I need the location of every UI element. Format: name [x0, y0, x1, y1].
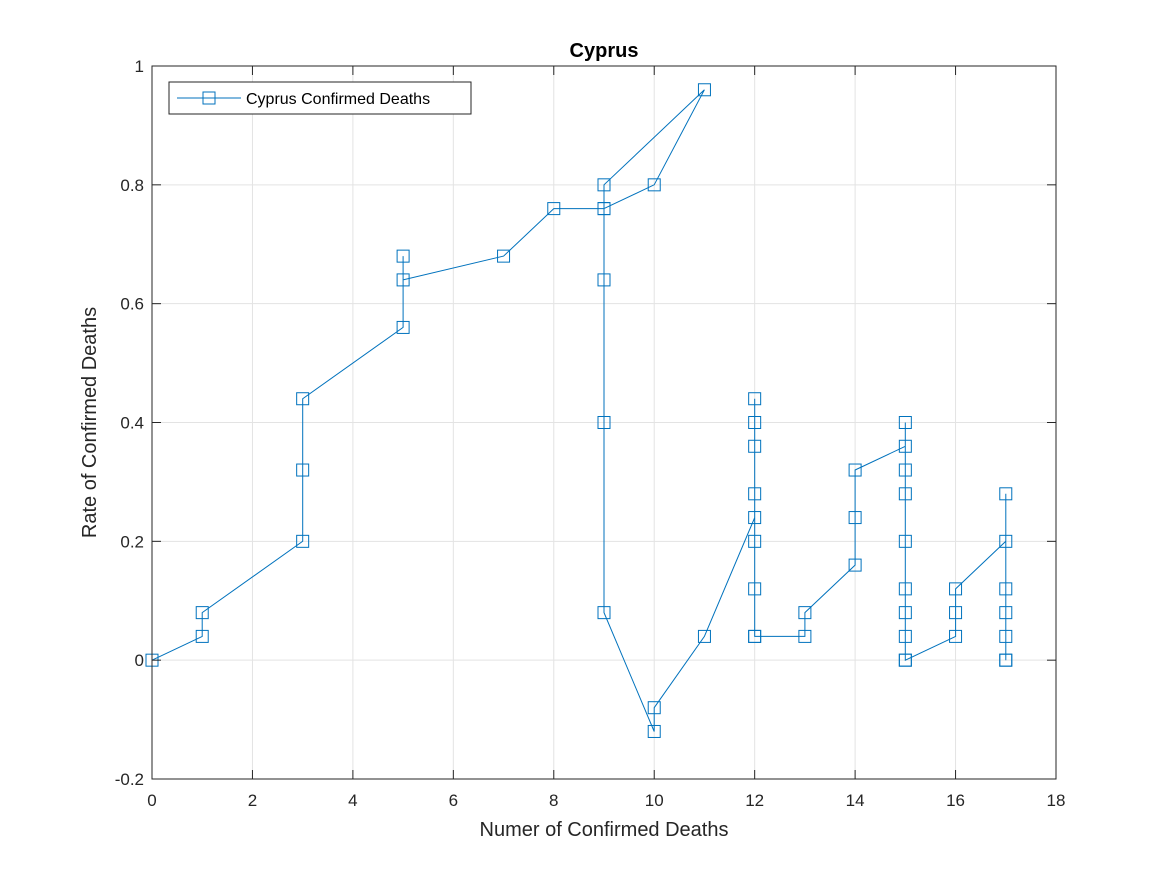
x-tick-label: 6 — [449, 791, 458, 810]
data-point — [848, 463, 862, 477]
y-tick-label: 0 — [135, 651, 144, 670]
data-point — [949, 629, 963, 643]
legend: Cyprus Confirmed Deaths — [168, 81, 472, 115]
x-tick-label: 2 — [248, 791, 257, 810]
x-tick-label: 14 — [846, 791, 865, 810]
data-point — [597, 606, 611, 620]
data-point — [999, 487, 1013, 501]
data-point — [999, 534, 1013, 548]
data-point — [898, 416, 912, 429]
data-point — [647, 724, 661, 738]
data-point — [748, 439, 762, 453]
data-point — [999, 606, 1013, 620]
data-point — [296, 534, 310, 548]
x-tick-label: 8 — [549, 791, 558, 810]
data-point — [798, 606, 812, 620]
data-point — [898, 487, 912, 501]
data-point — [848, 511, 862, 525]
data-point — [647, 178, 661, 192]
data-point — [949, 582, 963, 596]
data-point — [798, 629, 812, 643]
legend-marker — [202, 91, 216, 105]
data-point — [296, 463, 310, 477]
series-line — [151, 89, 1007, 732]
legend-label: Cyprus Confirmed Deaths — [246, 91, 430, 108]
x-axis-label: Numer of Confirmed Deaths — [480, 819, 729, 841]
data-point — [748, 629, 762, 643]
data-point — [597, 178, 611, 192]
data-point — [597, 273, 611, 287]
data-point — [848, 558, 862, 572]
series-layer — [145, 83, 1013, 738]
y-tick-label: 1 — [135, 57, 144, 76]
data-point — [396, 320, 410, 334]
chart-title: Cyprus — [570, 40, 639, 62]
y-axis-label: Rate of Confirmed Deaths — [79, 307, 101, 538]
data-point — [597, 416, 611, 429]
x-tick-label: 10 — [645, 791, 664, 810]
data-point — [647, 701, 661, 715]
data-point — [195, 606, 209, 620]
data-point — [748, 392, 762, 406]
data-point — [999, 653, 1013, 667]
data-point — [597, 202, 611, 216]
ticks: 0 2 4 6 8 10 12 14 16 18-0.200.20.40.60.81 — [115, 57, 1066, 810]
data-point — [497, 249, 511, 263]
data-point — [697, 83, 711, 97]
data-point — [898, 582, 912, 596]
data-point — [396, 249, 410, 263]
x-tick-label: 16 — [946, 791, 965, 810]
x-tick-label: 0 — [147, 791, 156, 810]
y-tick-label: -0.2 — [115, 770, 144, 789]
x-tick-label: 12 — [745, 791, 764, 810]
data-point — [748, 582, 762, 596]
data-point — [898, 534, 912, 548]
data-point — [898, 439, 912, 453]
y-tick-label: 0.6 — [120, 295, 144, 314]
data-point — [999, 629, 1013, 643]
y-tick-label: 0.4 — [120, 414, 144, 433]
x-tick-label: 4 — [348, 791, 357, 810]
data-point — [898, 606, 912, 620]
data-point — [396, 273, 410, 287]
data-point — [898, 653, 912, 667]
data-point — [697, 629, 711, 643]
data-point — [748, 511, 762, 525]
data-point — [999, 582, 1013, 596]
data-point — [898, 463, 912, 477]
data-point — [547, 202, 561, 216]
data-point — [949, 606, 963, 620]
y-tick-label: 0.8 — [120, 176, 144, 195]
data-point — [898, 629, 912, 643]
x-tick-label: 18 — [1047, 791, 1066, 810]
data-point — [748, 416, 762, 429]
data-point — [195, 629, 209, 643]
data-point — [296, 392, 310, 406]
data-point — [748, 487, 762, 501]
data-point — [748, 534, 762, 548]
y-tick-label: 0.2 — [120, 532, 144, 551]
